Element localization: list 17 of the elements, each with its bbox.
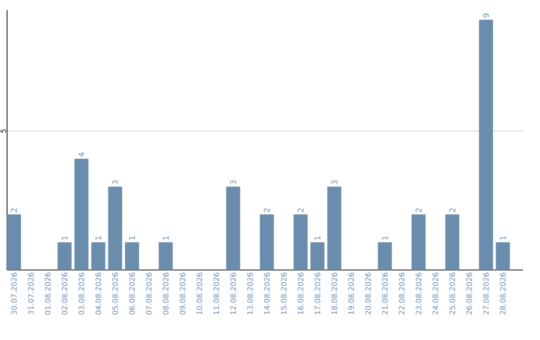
bar [445,214,460,270]
bar [125,242,140,270]
bar [91,242,106,270]
bar [327,186,342,270]
bar [260,214,274,270]
bar [378,242,392,270]
bar [74,158,88,270]
bar [58,242,72,270]
bar [7,214,22,270]
bar [412,214,426,270]
bar [310,242,324,270]
bar [108,186,122,270]
bar [158,242,173,270]
bar [294,214,308,270]
bar [479,20,494,270]
bar [496,242,510,270]
bar [226,186,240,270]
